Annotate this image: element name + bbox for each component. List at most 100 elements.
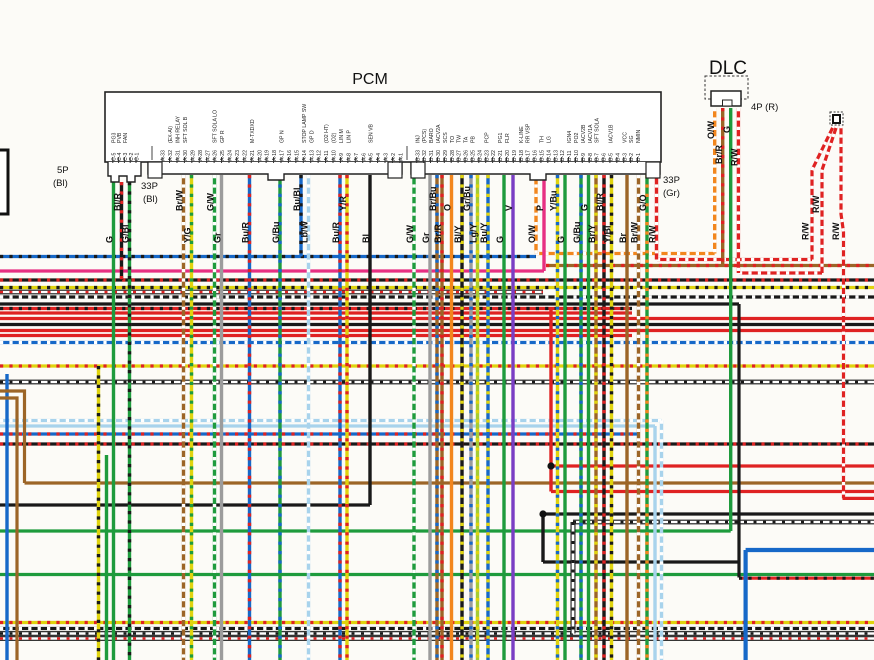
svg-text:FAN: FAN — [123, 133, 129, 143]
svg-text:B-2: B-2 — [629, 153, 635, 161]
svg-text:SFT SOLA LO: SFT SOLA LO — [213, 110, 219, 143]
svg-text:A-19: A-19 — [265, 150, 271, 161]
svg-text:Bl/R: Bl/R — [113, 192, 123, 211]
svg-text:A-7: A-7 — [354, 153, 360, 161]
svg-text:A-30: A-30 — [183, 150, 189, 161]
svg-text:(Bl): (Bl) — [143, 194, 158, 205]
svg-text:Y/R: Y/R — [338, 195, 348, 211]
svg-text:33P: 33P — [141, 181, 158, 192]
svg-text:VCC: VCC — [622, 132, 628, 143]
svg-text:Bl/R: Bl/R — [595, 192, 605, 211]
svg-text:NMIN: NMIN — [636, 129, 642, 143]
svg-text:BARO: BARO — [429, 128, 435, 143]
svg-text:A-33: A-33 — [161, 150, 167, 161]
svg-text:A-6: A-6 — [361, 153, 367, 161]
svg-text:O/W: O/W — [706, 120, 716, 139]
svg-text:PG3: PG3 — [111, 133, 117, 143]
svg-text:C-5: C-5 — [111, 153, 117, 161]
svg-text:B-17: B-17 — [526, 150, 532, 161]
svg-text:Br/R: Br/R — [714, 144, 724, 164]
svg-text:A-31: A-31 — [176, 150, 182, 161]
svg-text:PCP: PCP — [484, 132, 490, 143]
svg-text:B-30: B-30 — [436, 150, 442, 161]
svg-text:G: G — [105, 236, 115, 243]
svg-text:Br: Br — [618, 233, 628, 243]
svg-text:A-24: A-24 — [228, 150, 234, 161]
svg-text:A-2: A-2 — [391, 153, 397, 161]
svg-text:A-18: A-18 — [272, 150, 278, 161]
svg-text:(PCS): (PCS) — [422, 129, 428, 143]
svg-text:(O2 HT): (O2 HT) — [324, 124, 330, 143]
svg-text:RR VSP: RR VSP — [526, 123, 532, 143]
svg-text:Bu/Bl: Bu/Bl — [292, 188, 302, 212]
svg-text:B-26: B-26 — [464, 150, 470, 161]
svg-text:R/W: R/W — [730, 148, 740, 166]
svg-text:R/W: R/W — [801, 222, 811, 240]
svg-text:Br/Bu: Br/Bu — [428, 187, 438, 212]
svg-text:(O2): (O2) — [332, 132, 338, 143]
svg-text:Gr/Bu: Gr/Bu — [462, 186, 472, 211]
svg-text:B-33: B-33 — [415, 150, 421, 161]
svg-text:A-15: A-15 — [294, 150, 300, 161]
svg-text:TH: TH — [540, 136, 546, 143]
svg-text:SCS: SCS — [443, 132, 449, 143]
svg-text:A-8: A-8 — [346, 153, 352, 161]
svg-text:TO: TO — [450, 136, 456, 143]
svg-text:PO2: PO2 — [574, 133, 580, 143]
svg-text:TA: TA — [464, 136, 470, 143]
svg-text:P: P — [535, 205, 545, 211]
svg-text:B-7: B-7 — [595, 153, 601, 161]
svg-text:Bl: Bl — [361, 234, 371, 243]
svg-text:A-17: A-17 — [280, 150, 286, 161]
svg-text:5P: 5P — [57, 165, 69, 176]
svg-text:4P (R): 4P (R) — [751, 102, 778, 113]
svg-text:B-29: B-29 — [443, 150, 449, 161]
svg-text:A-10: A-10 — [332, 150, 338, 161]
svg-text:B-13: B-13 — [553, 150, 559, 161]
svg-text:Bu/R: Bu/R — [241, 222, 251, 243]
svg-text:A-16: A-16 — [287, 150, 293, 161]
svg-text:O/W: O/W — [527, 224, 537, 243]
svg-text:B-24: B-24 — [477, 150, 483, 161]
svg-text:A-3: A-3 — [384, 153, 390, 161]
svg-text:R/W: R/W — [811, 195, 821, 213]
svg-text:B-5: B-5 — [609, 153, 615, 161]
svg-text:A-27: A-27 — [205, 150, 211, 161]
svg-text:FLR: FLR — [505, 133, 511, 143]
svg-text:G: G — [722, 126, 732, 133]
svg-text:IACV2B: IACV2B — [581, 124, 587, 143]
svg-text:PCM: PCM — [352, 71, 388, 88]
svg-text:SFT SOL B: SFT SOL B — [183, 116, 189, 143]
svg-text:B-15: B-15 — [540, 150, 546, 161]
svg-text:G/W: G/W — [405, 224, 415, 243]
svg-text:G: G — [495, 236, 505, 243]
svg-text:Gr: Gr — [213, 232, 223, 243]
svg-text:PG1: PG1 — [498, 133, 504, 143]
svg-text:B-3: B-3 — [622, 153, 628, 161]
svg-text:LIN P: LIN P — [346, 129, 352, 143]
svg-text:Gr: Gr — [421, 232, 431, 243]
svg-text:SG: SG — [629, 136, 635, 144]
svg-text:Br/R: Br/R — [433, 223, 443, 243]
svg-text:G/O: G/O — [638, 194, 648, 211]
svg-text:LIN M: LIN M — [339, 129, 345, 143]
svg-text:K-LINE: K-LINE — [519, 126, 525, 143]
svg-text:B-23: B-23 — [484, 150, 490, 161]
svg-text:33P: 33P — [663, 175, 680, 186]
svg-text:IACV1A: IACV1A — [588, 124, 594, 143]
svg-text:G/Bu: G/Bu — [572, 222, 582, 244]
svg-text:A-12: A-12 — [317, 150, 323, 161]
svg-text:A-14: A-14 — [302, 150, 308, 161]
svg-text:A-25: A-25 — [220, 150, 226, 161]
svg-text:B-8: B-8 — [588, 153, 594, 161]
svg-text:R/W: R/W — [831, 222, 841, 240]
svg-text:TW: TW — [457, 135, 463, 143]
svg-text:A-13: A-13 — [309, 150, 315, 161]
svg-text:B-18: B-18 — [519, 150, 525, 161]
svg-text:IACV2A: IACV2A — [436, 124, 442, 143]
svg-text:B-11: B-11 — [567, 150, 573, 161]
svg-text:O: O — [443, 204, 453, 211]
svg-text:B-20: B-20 — [505, 150, 511, 161]
svg-text:B-31: B-31 — [429, 150, 435, 161]
svg-text:G: G — [580, 204, 590, 211]
